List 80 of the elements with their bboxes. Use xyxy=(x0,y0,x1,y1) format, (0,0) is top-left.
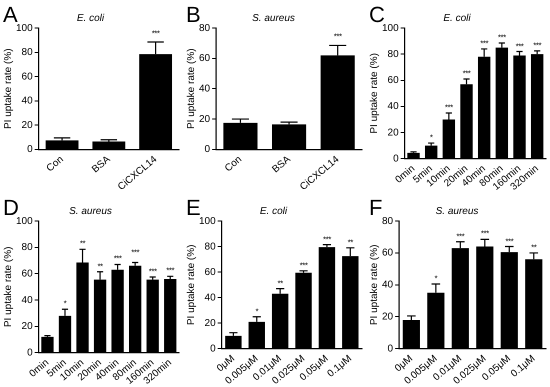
y-tick-label: 0 xyxy=(393,153,400,164)
y-tick-label: 0 xyxy=(388,343,394,354)
chart-title: S. aureus xyxy=(252,12,295,24)
y-tick-label: 0 xyxy=(210,343,216,354)
y-tick-label: 80 xyxy=(382,216,394,227)
annotation: *** xyxy=(533,40,542,50)
y-tick-label: 60 xyxy=(204,266,216,278)
x-tick-label: Con xyxy=(44,154,66,174)
annotation: ** xyxy=(278,278,283,288)
y-tick-label: 20 xyxy=(204,318,216,329)
annotation: *** xyxy=(480,38,488,48)
annotation: *** xyxy=(131,248,140,257)
x-tick-label: Con xyxy=(222,154,244,174)
annotation: * xyxy=(64,299,66,308)
annotation: *** xyxy=(322,234,331,244)
text: B xyxy=(186,2,201,27)
x-tick-label: BSA xyxy=(90,154,113,176)
text: E xyxy=(186,195,201,220)
y-tick-label: 100 xyxy=(16,22,34,34)
y-tick-label: 80 xyxy=(22,242,34,254)
y-tick-label: 60 xyxy=(22,71,34,82)
annotation: *** xyxy=(456,232,464,241)
text: A xyxy=(3,2,18,27)
chart-title: E. coli xyxy=(260,206,288,217)
annotation: *** xyxy=(444,102,453,112)
y-tick-label: 80 xyxy=(199,22,211,34)
annotation: *** xyxy=(334,32,342,41)
y-tick-label: 60 xyxy=(388,75,400,86)
y-tick-label: 40 xyxy=(22,294,34,306)
y-axis-title: PI uptake rate (%) xyxy=(2,246,14,328)
annotation: *** xyxy=(462,68,470,78)
y-tick-label: 80 xyxy=(388,48,400,60)
annotation: *** xyxy=(152,28,160,38)
chart-title: E. coli xyxy=(76,12,105,24)
y-tick-label: 40 xyxy=(22,96,34,107)
annotation: *** xyxy=(498,33,506,42)
annotation: *** xyxy=(516,42,524,51)
y-tick-label: 20 xyxy=(388,127,400,138)
y-tick-label: 100 xyxy=(382,22,400,34)
y-tick-label: 80 xyxy=(22,47,34,58)
text: F xyxy=(369,195,382,221)
y-tick-label: 40 xyxy=(199,83,211,94)
chart-title: S. aureus xyxy=(69,206,112,217)
y-tick-label: 20 xyxy=(22,120,34,131)
annotation: * xyxy=(430,133,432,142)
annotation: *** xyxy=(300,260,308,270)
annotation: ** xyxy=(348,238,353,247)
y-tick-label: 60 xyxy=(199,53,211,64)
annotation: *** xyxy=(148,266,157,276)
y-tick-label: 20 xyxy=(382,312,394,322)
y-tick-label: 100 xyxy=(198,216,216,227)
y-tick-label: 80 xyxy=(204,241,216,252)
chart-title: E. coli xyxy=(443,12,472,24)
annotation: * xyxy=(255,306,258,316)
chart-title: S. aureus xyxy=(436,206,478,217)
annotation: *** xyxy=(505,236,514,246)
y-tick-label: 100 xyxy=(16,216,34,227)
y-axis-title: PI uptake rate (%) xyxy=(186,48,197,130)
annotation: ** xyxy=(80,239,86,248)
y-tick-label: 0 xyxy=(27,144,34,156)
annotation: *** xyxy=(114,254,122,264)
y-tick-label: 20 xyxy=(199,114,211,125)
annotation: *** xyxy=(480,229,489,238)
y-axis-title: PI uptake rate (%) xyxy=(2,48,14,130)
y-tick-label: 20 xyxy=(22,321,34,332)
annotation: ** xyxy=(97,262,103,271)
annotation: ** xyxy=(531,242,536,252)
y-tick-label: 60 xyxy=(382,248,394,259)
y-tick-label: 60 xyxy=(22,268,34,280)
y-tick-label: 40 xyxy=(204,292,216,304)
y-tick-label: 40 xyxy=(382,280,394,291)
x-tick-label: BSA xyxy=(270,154,294,176)
annotation: *** xyxy=(166,266,174,276)
y-tick-label: 0 xyxy=(27,347,34,358)
y-axis-title: PI uptake rate (%) xyxy=(186,244,197,326)
annotation: * xyxy=(434,274,438,284)
y-tick-label: 0 xyxy=(204,144,211,156)
y-axis-title: PI uptake rate (%) xyxy=(368,53,380,134)
y-axis-title: PI uptake rate (%) xyxy=(368,244,380,326)
y-tick-label: 40 xyxy=(388,101,400,112)
